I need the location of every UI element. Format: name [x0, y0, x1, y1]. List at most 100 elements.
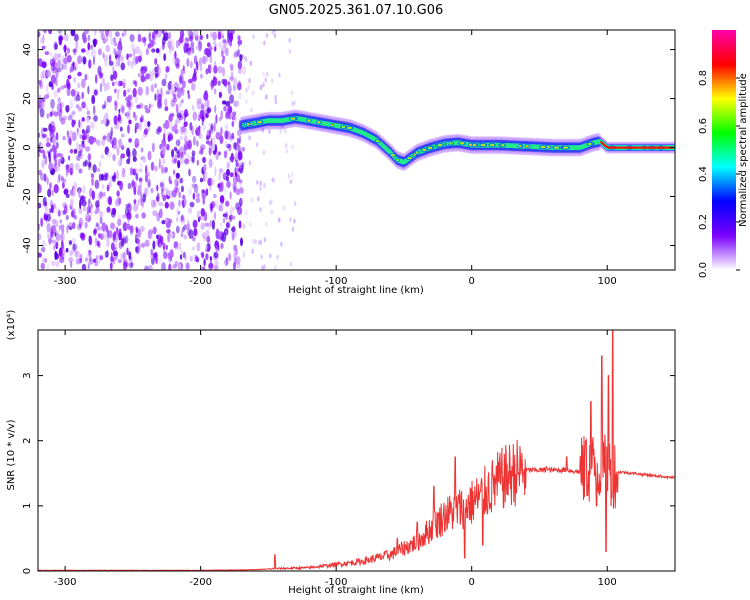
colorbar-tick-label: 0.4	[698, 166, 709, 182]
noise-speckle	[147, 181, 151, 189]
noise-speckle	[213, 88, 217, 95]
noise-speckle	[193, 30, 199, 37]
noise-speckle	[233, 116, 238, 124]
noise-speckle	[96, 240, 100, 247]
noise-speckle	[166, 229, 171, 234]
noise-speckle	[55, 233, 61, 242]
colorbar-tick-label: 0.2	[698, 214, 709, 230]
noise-speckle	[99, 82, 103, 93]
noise-speckle	[276, 254, 279, 260]
noise-speckle	[264, 95, 267, 101]
noise-speckle	[269, 253, 272, 259]
noise-speckle	[212, 76, 218, 86]
noise-speckle	[64, 204, 68, 214]
noise-speckle	[220, 221, 224, 227]
noise-speckle	[58, 224, 61, 232]
noise-speckle	[145, 108, 151, 114]
noise-speckle	[195, 197, 201, 203]
noise-speckle	[214, 128, 218, 133]
noise-speckle	[39, 81, 44, 90]
noise-speckle	[285, 148, 289, 154]
noise-speckle	[223, 39, 227, 48]
noise-speckle	[185, 262, 190, 270]
noise-speckle	[237, 48, 240, 58]
noise-speckle	[229, 135, 235, 140]
noise-speckle	[128, 151, 131, 161]
noise-speckle	[274, 94, 277, 100]
noise-speckle	[214, 104, 217, 114]
noise-speckle	[93, 115, 98, 122]
noise-speckle	[158, 201, 164, 207]
noise-speckle	[97, 140, 101, 147]
noise-speckle	[121, 32, 124, 37]
noise-speckle	[252, 34, 255, 40]
noise-speckle	[284, 128, 287, 134]
noise-speckle	[251, 248, 254, 254]
ridge-hotspot	[315, 120, 322, 125]
noise-speckle	[262, 71, 265, 77]
noise-speckle	[175, 39, 179, 49]
noise-speckle	[178, 199, 181, 207]
noise-speckle	[72, 65, 77, 71]
noise-speckle	[44, 201, 48, 207]
x-tick-label: 0	[469, 577, 475, 588]
noise-speckle	[43, 215, 48, 221]
noise-speckle	[183, 121, 188, 127]
noise-speckle	[215, 199, 219, 209]
noise-speckle	[188, 187, 192, 196]
noise-speckle	[291, 144, 294, 150]
noise-speckle	[71, 237, 76, 247]
ridge-hotspot	[552, 145, 562, 150]
noise-speckle	[154, 58, 158, 65]
noise-speckle	[92, 55, 96, 66]
noise-speckle	[217, 31, 222, 40]
noise-speckle	[186, 219, 190, 227]
noise-speckle	[214, 144, 218, 153]
noise-speckle	[39, 81, 42, 88]
noise-speckle	[83, 205, 86, 212]
noise-speckle	[64, 52, 67, 57]
noise-speckle	[191, 104, 195, 111]
noise-speckle	[206, 235, 211, 243]
noise-speckle	[154, 73, 158, 79]
noise-speckle	[159, 143, 163, 150]
ridge-hotspot	[374, 138, 381, 144]
noise-speckle	[219, 201, 225, 212]
ridge-hotspot	[561, 145, 571, 150]
noise-speckle	[62, 136, 66, 141]
noise-speckle	[69, 66, 72, 74]
noise-speckle	[196, 140, 199, 147]
noise-speckle	[145, 104, 149, 115]
noise-speckle	[81, 117, 85, 122]
noise-speckle	[109, 175, 113, 182]
noise-speckle	[218, 204, 223, 212]
noise-speckle	[213, 121, 216, 132]
noise-speckle	[126, 247, 129, 256]
noise-speckle	[203, 171, 208, 182]
noise-speckle	[213, 65, 218, 74]
noise-speckle	[237, 82, 242, 91]
noise-speckle	[81, 78, 86, 89]
noise-speckle	[38, 58, 41, 66]
noise-speckle	[202, 55, 207, 65]
noise-speckle	[105, 44, 110, 53]
noise-speckle	[79, 222, 82, 229]
noise-speckle	[72, 119, 76, 125]
noise-speckle	[93, 39, 97, 48]
noise-speckle	[59, 256, 65, 264]
noise-speckle	[177, 210, 180, 215]
spectrogram-plot-area	[38, 30, 675, 270]
noise-speckle	[68, 155, 71, 161]
noise-speckle	[113, 42, 118, 47]
noise-speckle	[127, 124, 130, 134]
noise-speckle	[121, 168, 126, 175]
noise-speckle	[128, 138, 132, 143]
noise-speckle	[101, 104, 106, 110]
noise-speckle	[200, 208, 205, 217]
noise-speckle	[145, 165, 148, 175]
noise-speckle	[258, 240, 261, 246]
noise-speckle	[200, 216, 205, 221]
noise-speckle	[229, 94, 235, 104]
noise-speckle	[219, 185, 224, 193]
noise-speckle	[46, 222, 51, 233]
